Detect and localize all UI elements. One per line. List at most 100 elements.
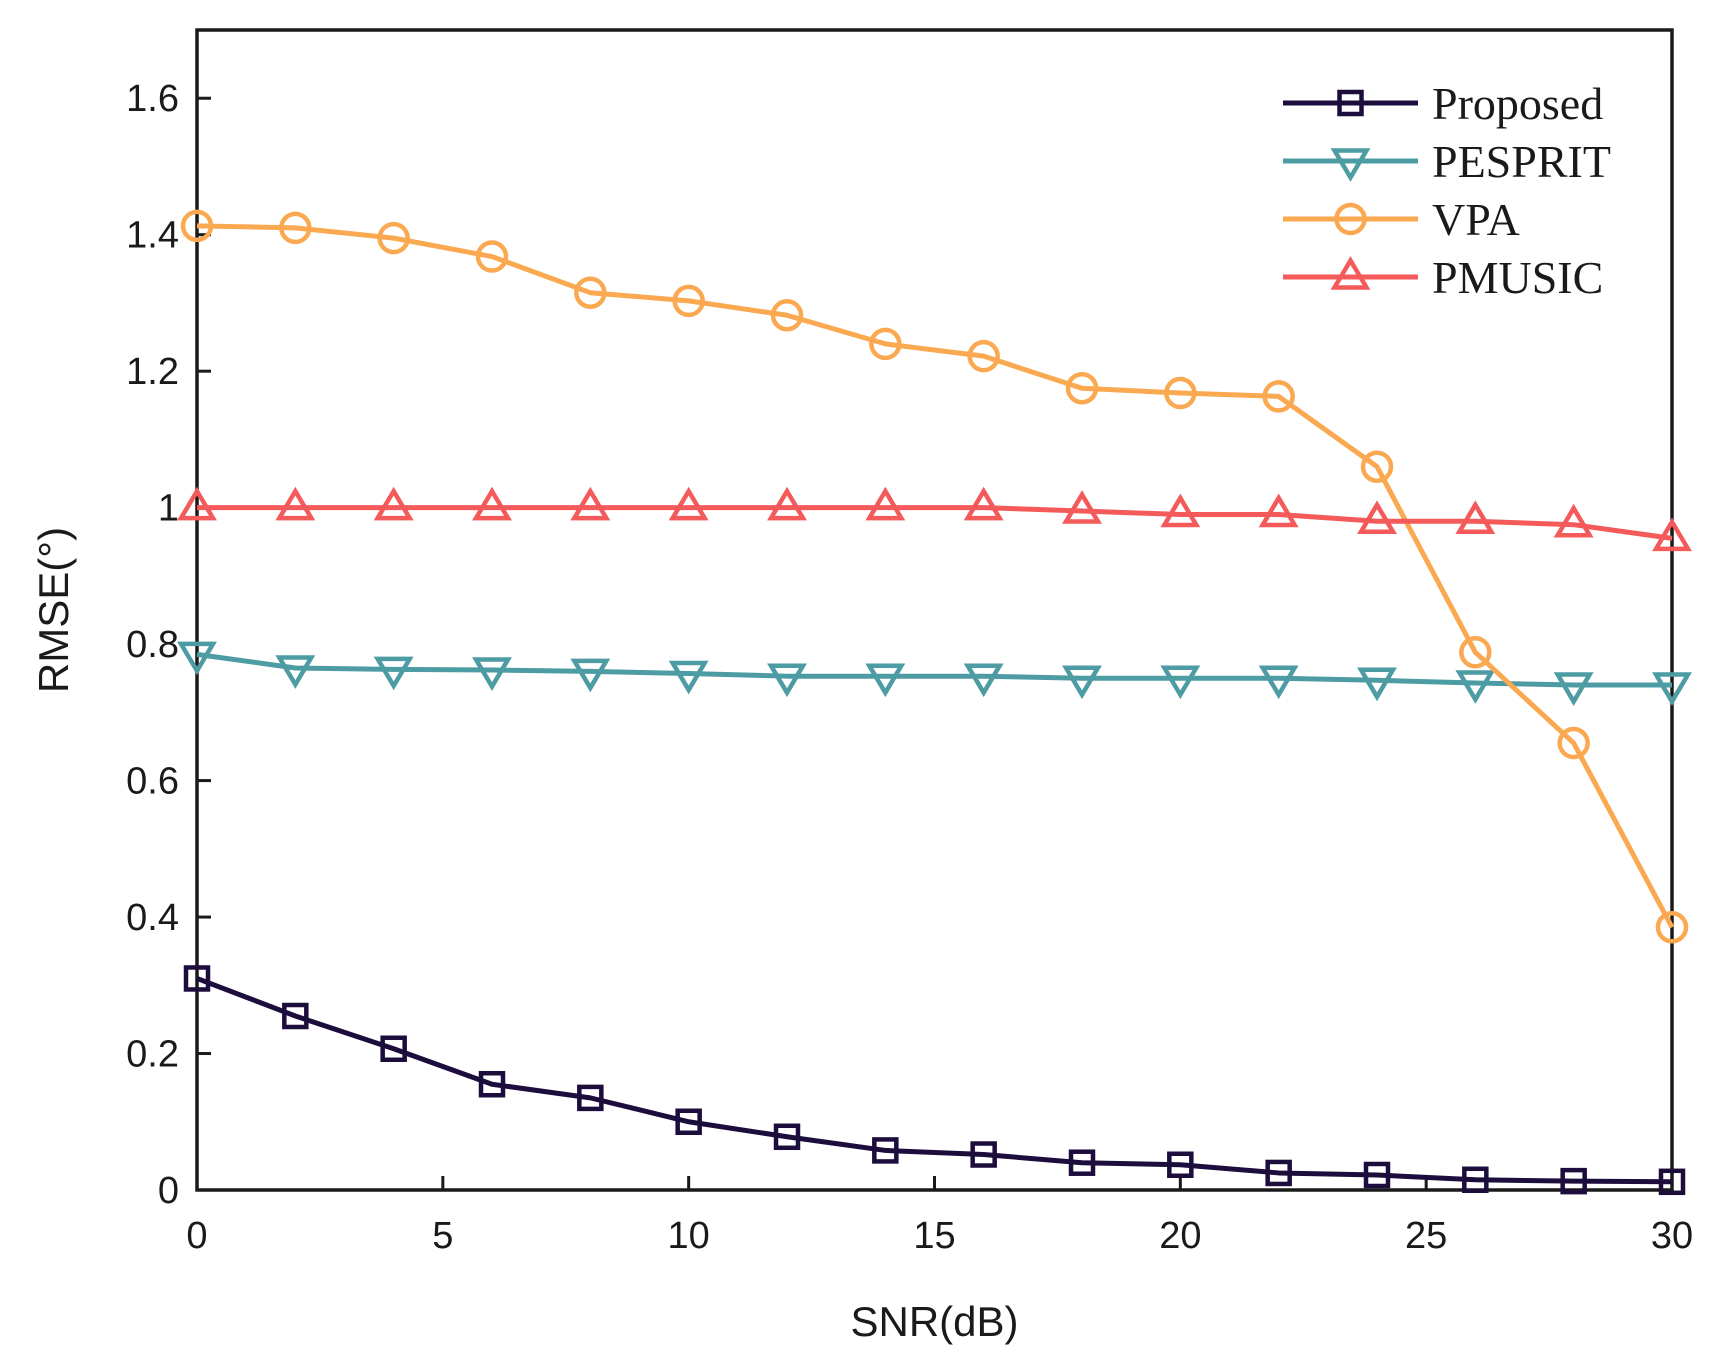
x-tick-label: 0 bbox=[186, 1215, 207, 1257]
data-point-pesprit bbox=[177, 641, 217, 676]
data-point-pmusic bbox=[177, 486, 217, 521]
x-tick-label: 15 bbox=[913, 1215, 955, 1257]
data-point-vpa bbox=[475, 240, 509, 273]
x-tick-label: 25 bbox=[1405, 1215, 1447, 1257]
data-point-pesprit bbox=[570, 658, 611, 693]
data-point-vpa bbox=[1557, 726, 1590, 760]
y-tick-label: 1.6 bbox=[126, 78, 179, 120]
data-point-pmusic bbox=[1258, 493, 1299, 528]
data-point-pesprit bbox=[275, 655, 316, 689]
data-point-pmusic bbox=[1455, 500, 1496, 535]
y-tick-label: 1 bbox=[158, 488, 179, 530]
data-point-pesprit bbox=[472, 657, 512, 691]
data-point-proposed bbox=[970, 1141, 997, 1168]
data-point-proposed bbox=[872, 1137, 899, 1164]
data-point-proposed bbox=[282, 1002, 309, 1030]
data-point-proposed bbox=[1363, 1161, 1391, 1189]
series-proposed bbox=[183, 965, 1686, 1196]
data-point-pmusic bbox=[1357, 500, 1397, 535]
data-point-pesprit bbox=[1553, 672, 1594, 706]
x-tick-label: 5 bbox=[432, 1215, 453, 1257]
legend-label-pmusic: PMUSIC bbox=[1432, 252, 1603, 303]
data-point-pesprit bbox=[767, 663, 807, 698]
y-tick-label: 0.6 bbox=[126, 761, 179, 803]
data-point-pmusic bbox=[1062, 490, 1102, 524]
data-point-proposed bbox=[478, 1070, 506, 1098]
data-point-pesprit bbox=[668, 660, 709, 695]
y-axis-title: RMSE(°) bbox=[30, 527, 77, 693]
legend-marker-pesprit bbox=[1330, 148, 1371, 182]
y-tick-label: 1.4 bbox=[126, 215, 179, 257]
series-line-pmusic bbox=[197, 505, 1673, 541]
data-point-vpa bbox=[869, 327, 902, 361]
data-point-pmusic bbox=[1652, 517, 1692, 552]
data-point-vpa bbox=[1360, 450, 1394, 483]
data-point-vpa bbox=[377, 221, 410, 255]
data-point-vpa bbox=[180, 209, 214, 243]
data-point-proposed bbox=[183, 965, 211, 992]
data-point-pmusic bbox=[1553, 503, 1594, 538]
data-point-proposed bbox=[773, 1123, 801, 1151]
x-axis-title: SNR(dB) bbox=[850, 1298, 1018, 1345]
legend-marker-proposed bbox=[1337, 89, 1364, 117]
legend-label-pesprit: PESPRIT bbox=[1432, 136, 1611, 187]
data-point-pesprit bbox=[1455, 670, 1496, 704]
data-point-vpa bbox=[672, 284, 705, 318]
series-line-vpa bbox=[196, 223, 1675, 929]
data-point-vpa bbox=[1065, 371, 1099, 405]
legend-item-pesprit: PESPRIT bbox=[1283, 136, 1611, 187]
data-point-proposed bbox=[1068, 1149, 1096, 1176]
data-point-pesprit bbox=[1357, 667, 1397, 702]
x-tick-label: 10 bbox=[668, 1215, 710, 1257]
data-point-proposed bbox=[1658, 1168, 1686, 1196]
data-point-pesprit bbox=[1062, 665, 1102, 700]
data-point-pmusic bbox=[865, 486, 906, 521]
data-point-vpa bbox=[770, 298, 804, 332]
data-point-vpa bbox=[279, 211, 312, 245]
legend-label-proposed: Proposed bbox=[1432, 78, 1603, 129]
legend-marker-pmusic bbox=[1330, 256, 1371, 290]
data-point-vpa bbox=[1655, 911, 1689, 944]
data-point-pesprit bbox=[1652, 672, 1692, 706]
data-point-pmusic bbox=[373, 486, 414, 521]
series-pesprit bbox=[177, 641, 1692, 706]
data-point-proposed bbox=[577, 1084, 604, 1112]
axes: 0 5 10 15 20 25 30 0 0.2 0.4 0.6 0.8 1 1.2 1.4 1.6 bbox=[126, 28, 1693, 1257]
data-point-proposed bbox=[1167, 1151, 1194, 1179]
series-pmusic bbox=[177, 486, 1692, 552]
y-tick-label: 1.2 bbox=[126, 351, 179, 393]
series-group bbox=[177, 209, 1692, 1196]
data-point-proposed bbox=[380, 1035, 407, 1063]
y-tick-label: 0.2 bbox=[126, 1034, 179, 1076]
legend-item-vpa: VPA bbox=[1283, 194, 1520, 245]
data-point-vpa bbox=[574, 276, 607, 309]
data-point-pesprit bbox=[963, 663, 1004, 698]
data-point-proposed bbox=[1560, 1167, 1587, 1195]
legend-item-proposed: Proposed bbox=[1283, 78, 1603, 129]
series-line-pesprit bbox=[196, 651, 1672, 688]
data-point-proposed bbox=[1462, 1166, 1489, 1194]
legend-item-pmusic: PMUSIC bbox=[1283, 252, 1603, 303]
data-point-vpa bbox=[1459, 636, 1492, 669]
data-point-pesprit bbox=[1258, 665, 1299, 700]
x-tick-label: 30 bbox=[1651, 1215, 1693, 1257]
series-vpa bbox=[180, 209, 1689, 944]
data-point-pmusic bbox=[767, 486, 807, 521]
data-point-proposed bbox=[675, 1108, 702, 1136]
y-tick-label: 0.4 bbox=[126, 897, 179, 939]
data-point-vpa bbox=[1262, 380, 1295, 413]
legend-label-vpa: VPA bbox=[1432, 194, 1520, 245]
data-point-vpa bbox=[967, 339, 1000, 373]
legend: Proposed PESPRIT VPA PMUSIC bbox=[1283, 78, 1611, 303]
data-point-pmusic bbox=[472, 486, 512, 521]
data-point-pmusic bbox=[963, 486, 1004, 521]
data-point-proposed bbox=[1265, 1159, 1292, 1187]
data-point-vpa bbox=[1164, 376, 1197, 410]
data-point-pmusic bbox=[668, 486, 709, 521]
y-tick-label: 0.8 bbox=[126, 624, 179, 666]
data-point-pesprit bbox=[373, 656, 414, 691]
data-point-pmusic bbox=[1160, 493, 1201, 528]
data-point-pmusic bbox=[275, 486, 316, 521]
data-point-pesprit bbox=[865, 663, 906, 698]
